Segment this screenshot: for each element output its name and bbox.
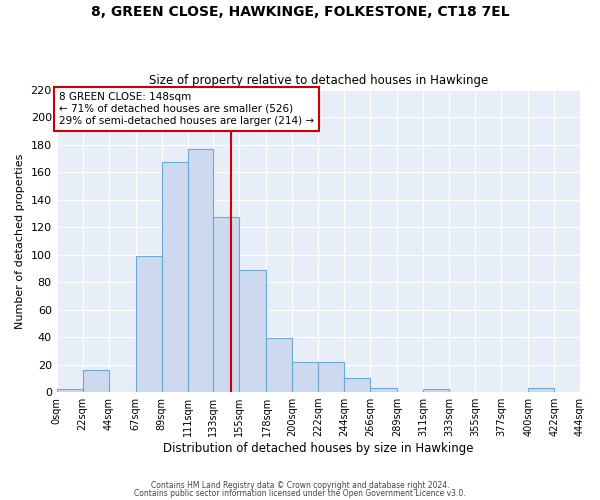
Bar: [161, 162, 187, 392]
X-axis label: Distribution of detached houses by size in Hawkinge: Distribution of detached houses by size …: [163, 442, 473, 455]
Bar: [187, 148, 214, 392]
Bar: [528, 388, 554, 392]
Bar: [319, 362, 344, 392]
Text: 8 GREEN CLOSE: 148sqm
← 71% of detached houses are smaller (526)
29% of semi-det: 8 GREEN CLOSE: 148sqm ← 71% of detached …: [59, 92, 314, 126]
Bar: [423, 390, 449, 392]
Bar: [136, 256, 161, 392]
Text: Contains public sector information licensed under the Open Government Licence v3: Contains public sector information licen…: [134, 488, 466, 498]
Y-axis label: Number of detached properties: Number of detached properties: [15, 153, 25, 328]
Bar: [56, 390, 83, 392]
Text: 8, GREEN CLOSE, HAWKINGE, FOLKESTONE, CT18 7EL: 8, GREEN CLOSE, HAWKINGE, FOLKESTONE, CT…: [91, 5, 509, 19]
Bar: [370, 388, 397, 392]
Bar: [83, 370, 109, 392]
Bar: [266, 338, 292, 392]
Bar: [292, 362, 319, 392]
Bar: [344, 378, 370, 392]
Bar: [214, 218, 239, 392]
Text: Contains HM Land Registry data © Crown copyright and database right 2024.: Contains HM Land Registry data © Crown c…: [151, 481, 449, 490]
Bar: [239, 270, 266, 392]
Title: Size of property relative to detached houses in Hawkinge: Size of property relative to detached ho…: [149, 74, 488, 87]
